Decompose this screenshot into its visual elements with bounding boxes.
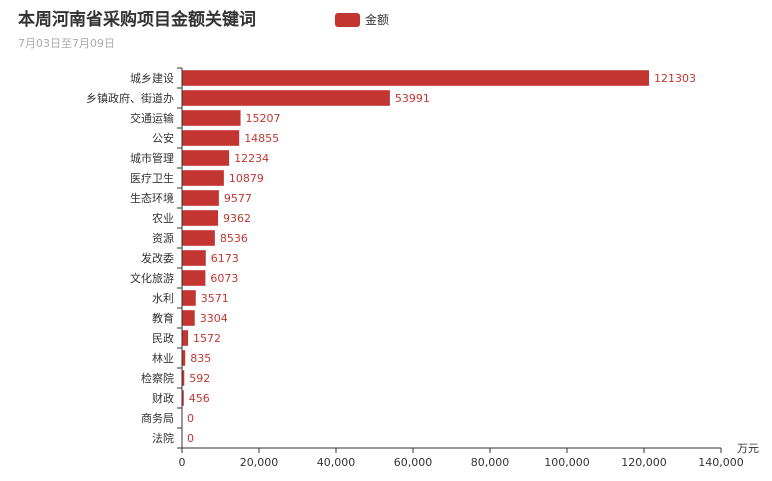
bar[interactable]: [182, 290, 196, 306]
data-label: 592: [189, 372, 210, 385]
bar[interactable]: [182, 150, 230, 166]
bar[interactable]: [182, 70, 650, 86]
legend-label[interactable]: 金额: [365, 12, 389, 27]
bar[interactable]: [182, 370, 185, 386]
chart-title: 本周河南省采购项目金额关键词: [18, 9, 256, 30]
category-label: 民政: [152, 331, 174, 345]
data-label: 53991: [395, 92, 430, 105]
category-axis: 城乡建设乡镇政府、街道办交通运输公安城市管理医疗卫生生态环境农业资源发改委文化旅…: [86, 67, 183, 449]
category-label: 文化旅游: [130, 271, 174, 285]
data-label: 121303: [654, 72, 696, 85]
category-label: 水利: [152, 292, 174, 305]
bar[interactable]: [182, 270, 206, 286]
category-label: 乡镇政府、街道办: [86, 91, 174, 105]
x-tick-label: 100,000: [544, 456, 590, 469]
data-label: 8536: [220, 232, 248, 245]
chart-subtitle: 7月03日至7月09日: [18, 37, 115, 50]
data-label: 12234: [234, 152, 269, 165]
data-label: 0: [187, 432, 194, 445]
bar[interactable]: [182, 250, 206, 266]
bar[interactable]: [182, 230, 215, 246]
data-label: 456: [189, 392, 210, 405]
bar[interactable]: [182, 390, 184, 406]
data-label: 6073: [210, 272, 238, 285]
category-label: 公安: [152, 131, 174, 145]
category-label: 资源: [152, 231, 174, 245]
value-axis: 0 20,000 40,000 60,000 80,000 100,000 120,000 1…: [179, 447, 744, 469]
x-tick-label: 120,000: [621, 456, 667, 469]
bar-series: 121303 53991 15207 14855 12234 10879 9577 9362 8…: [182, 70, 696, 445]
category-label: 城市管理: [130, 151, 174, 165]
x-axis-unit-label: 万元: [737, 442, 759, 455]
data-label: 835: [190, 352, 211, 365]
data-label: 14855: [244, 132, 279, 145]
category-label: 商务局: [141, 411, 174, 425]
category-label: 生态环境: [130, 191, 174, 205]
category-label: 林业: [152, 351, 174, 365]
category-label: 城乡建设: [130, 71, 174, 85]
data-label: 6173: [211, 252, 239, 265]
bar[interactable]: [182, 170, 224, 186]
legend-swatch[interactable]: [335, 13, 360, 27]
category-label: 医疗卫生: [130, 171, 174, 185]
x-tick-label: 80,000: [471, 456, 510, 469]
data-label: 0: [187, 412, 194, 425]
category-label: 检察院: [141, 371, 174, 385]
category-label: 农业: [152, 211, 174, 225]
x-tick-label: 0: [179, 456, 186, 469]
x-tick-label: 60,000: [394, 456, 433, 469]
data-label: 9577: [224, 192, 252, 205]
bar[interactable]: [182, 190, 219, 206]
bar[interactable]: [182, 310, 195, 326]
x-tick-label: 140,000: [698, 456, 744, 469]
x-tick-label: 20,000: [240, 456, 279, 469]
data-label: 3304: [200, 312, 228, 325]
category-label: 财政: [152, 391, 174, 405]
bar[interactable]: [182, 350, 186, 366]
bar[interactable]: [182, 130, 240, 146]
bar[interactable]: [182, 210, 219, 226]
bar[interactable]: [182, 110, 241, 126]
data-label: 15207: [246, 112, 281, 125]
data-label: 10879: [229, 172, 264, 185]
data-label: 9362: [223, 212, 251, 225]
category-label: 发改委: [141, 251, 174, 265]
data-label: 1572: [193, 332, 221, 345]
data-label: 3571: [201, 292, 229, 305]
bar[interactable]: [182, 90, 390, 106]
category-label: 交通运输: [130, 111, 174, 125]
category-label: 法院: [152, 431, 174, 445]
bar[interactable]: [182, 330, 189, 346]
category-label: 教育: [152, 311, 174, 325]
legend[interactable]: 金额: [335, 12, 389, 27]
x-tick-label: 40,000: [317, 456, 356, 469]
